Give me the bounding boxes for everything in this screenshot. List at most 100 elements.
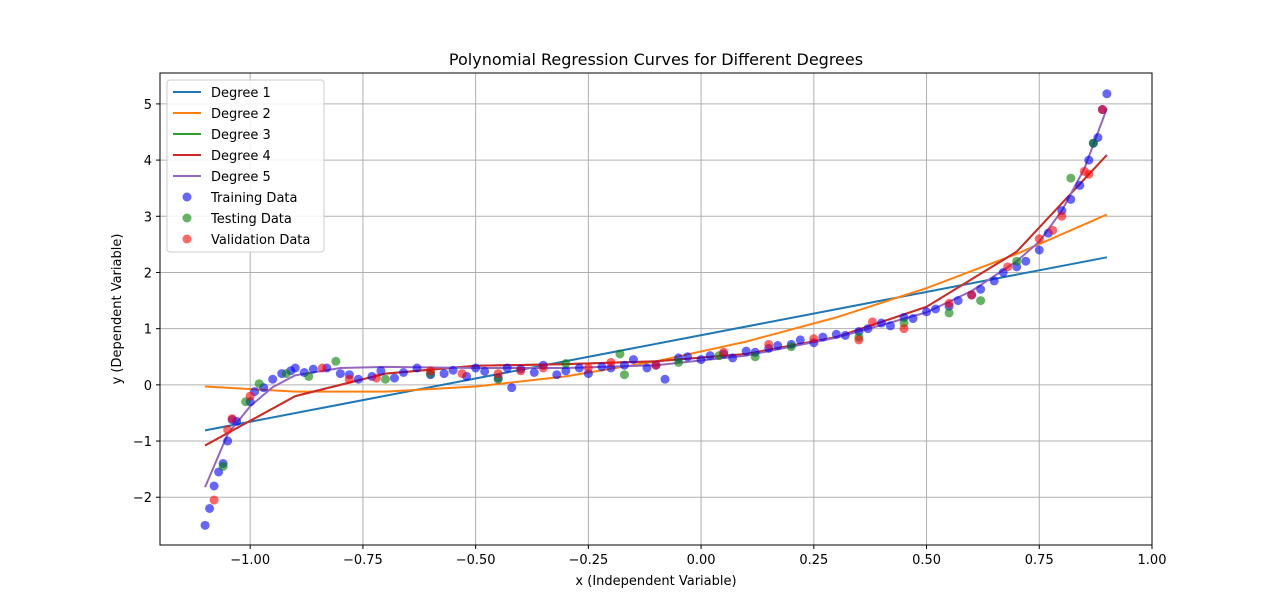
training-data-point	[376, 366, 386, 376]
degree-3-legend-label: Degree 3	[211, 128, 271, 143]
training-data-point	[642, 363, 652, 373]
training-data-point	[412, 363, 422, 373]
training-data-point	[308, 364, 318, 374]
degree-1-curve	[204, 256, 1108, 432]
training-data-point	[885, 321, 895, 331]
validation-data-point	[651, 360, 661, 370]
x-tick-label: 0.00	[687, 553, 716, 568]
validation-data-point	[227, 414, 237, 424]
testing-data-point	[786, 342, 796, 352]
validation-data-point	[719, 347, 729, 357]
y-tick-label: −2	[133, 491, 152, 506]
validation-data-point	[1057, 211, 1067, 221]
validation-data-point	[1084, 169, 1094, 179]
y-tick-label: 1	[144, 323, 152, 338]
training-data-point	[439, 369, 449, 379]
training-data-point	[1021, 256, 1031, 266]
validation-data-point	[493, 369, 503, 379]
training-data-point	[876, 318, 886, 328]
validation-data-point	[1097, 105, 1107, 115]
training-data-point	[209, 481, 219, 491]
validation-data-point	[809, 334, 819, 344]
training-data-point	[223, 436, 233, 446]
training-data-point	[353, 374, 363, 384]
y-tick-label: 5	[144, 98, 152, 113]
training-data-point	[683, 352, 693, 362]
training-data-point	[976, 284, 986, 294]
training-data-point	[840, 330, 850, 340]
training-data-point	[597, 362, 607, 372]
testing-data-point	[331, 356, 341, 366]
training-data-point	[335, 369, 345, 379]
testing-data-point	[254, 379, 264, 389]
degree-4-legend-label: Degree 4	[211, 149, 271, 164]
training-data-point	[1084, 155, 1094, 165]
validation-data-point	[1034, 234, 1044, 244]
testing-data-point	[615, 349, 625, 359]
training-data-point	[200, 520, 210, 530]
training-data-point	[728, 353, 738, 363]
x-tick-label: 0.75	[1025, 553, 1054, 568]
training-data-point	[507, 383, 517, 393]
validation-data-point	[344, 374, 354, 384]
training-data-point	[696, 355, 706, 365]
validation-data-point	[583, 363, 593, 373]
testing-data-point	[944, 308, 954, 318]
y-tick-label: 0	[144, 379, 152, 394]
training-data-point	[705, 351, 715, 361]
validation-data-point	[944, 298, 954, 308]
training-data-point	[471, 363, 481, 373]
validation-data-point	[426, 366, 436, 376]
validation-data-point	[457, 369, 467, 379]
testing-data-point	[1088, 138, 1098, 148]
training-data-point	[953, 296, 963, 306]
training-data-point	[389, 373, 399, 383]
validation-data-point	[516, 366, 526, 376]
validation-data-point	[764, 339, 774, 349]
testing-data-point	[674, 357, 684, 367]
testing-data-point	[380, 374, 390, 384]
training-data-point	[1075, 180, 1085, 190]
x-tick-label: 1.00	[1138, 553, 1167, 568]
training-data-point	[290, 363, 300, 373]
validation-data-point	[854, 335, 864, 345]
training-data-point	[268, 374, 278, 384]
testing-data-point	[619, 370, 629, 380]
training-data-point	[1102, 89, 1112, 99]
training-data-point	[660, 374, 670, 384]
training-data-point	[628, 355, 638, 365]
x-tick-label: 0.50	[912, 553, 941, 568]
testing-data-point	[218, 461, 228, 471]
chart-title: Polynomial Regression Curves for Differe…	[449, 50, 863, 69]
training-data-point	[908, 314, 918, 324]
training-data-point	[795, 335, 805, 345]
y-tick-label: 3	[144, 210, 152, 225]
y-tick-label: 2	[144, 266, 152, 281]
training-data-point	[561, 366, 571, 376]
training-data-point	[205, 503, 215, 513]
validation-data-point	[606, 357, 616, 367]
training-data-point	[741, 346, 751, 356]
testing-data-point	[304, 371, 314, 381]
data-points	[200, 89, 1112, 530]
x-tick-label: 0.25	[799, 553, 828, 568]
training-data-point	[480, 366, 490, 376]
validation-data-point	[1003, 262, 1013, 272]
y-axis-label: y (Dependent Variable)	[110, 234, 125, 385]
validation-data-point	[967, 290, 977, 300]
training-data-point	[863, 324, 873, 334]
training-data-point	[931, 304, 941, 314]
y-tick-label: −1	[133, 435, 152, 450]
training-data-point	[574, 363, 584, 373]
validation-data-point	[538, 363, 548, 373]
validation-data-legend-swatch	[182, 234, 192, 244]
training-data-point	[448, 365, 458, 375]
degree-2-legend-label: Degree 2	[211, 107, 271, 122]
training-data-point	[619, 360, 629, 370]
training-data-point	[552, 370, 562, 380]
validation-data-point	[1048, 225, 1058, 235]
training-data-point	[989, 276, 999, 286]
training-data-legend-swatch	[182, 192, 192, 202]
training-data-point	[831, 329, 841, 339]
training-data-point	[1034, 245, 1044, 255]
